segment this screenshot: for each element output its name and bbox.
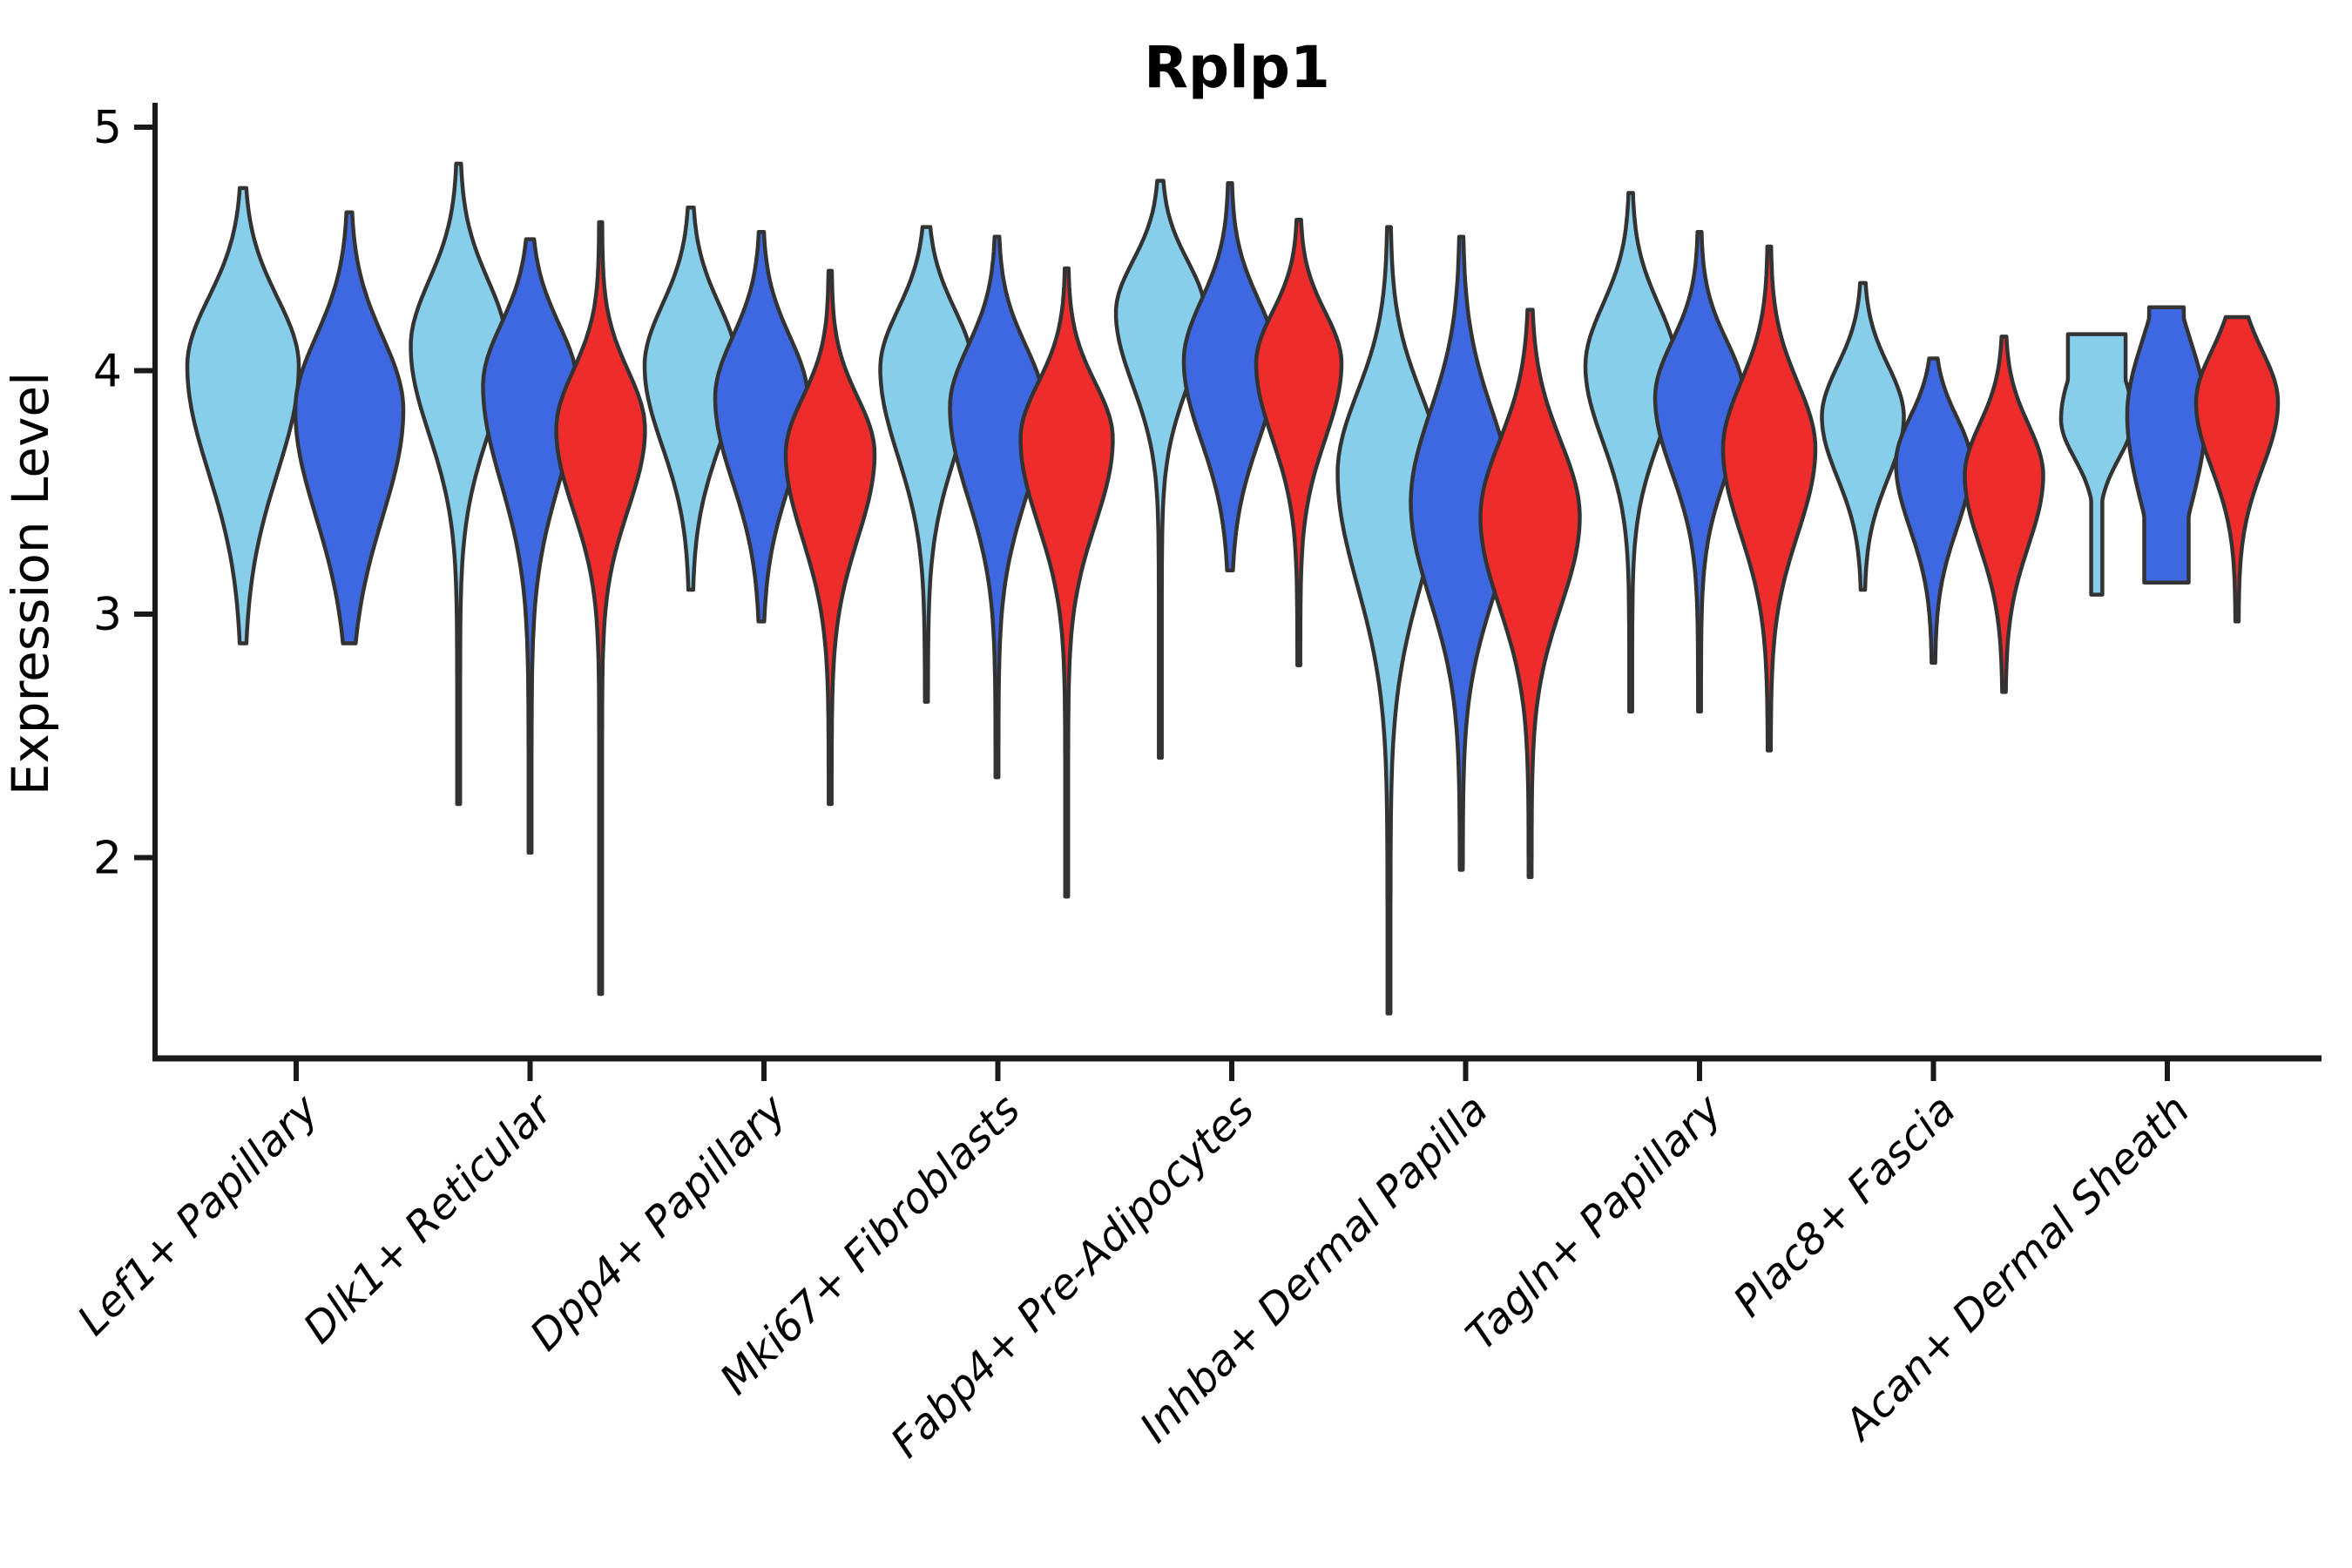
chart-title: Rplp1 bbox=[1144, 34, 1330, 101]
violin-plac8-fascia-light_blue bbox=[1820, 280, 1906, 592]
violin-dlk1-reticular-blue bbox=[481, 237, 579, 855]
violin-lef1-papillary-blue bbox=[293, 210, 406, 645]
violin-dlk1-reticular-light_blue bbox=[409, 161, 509, 807]
violin-fabp4-pre-adipocytes-light_blue bbox=[1113, 179, 1207, 760]
y-axis-label: Expression Level bbox=[1, 372, 60, 795]
violin-dpp4-papillary-red bbox=[783, 268, 877, 807]
x-tick-label: Lef1+ Papillary bbox=[68, 1085, 328, 1345]
violin-mki67-fibroblasts-red bbox=[1018, 266, 1115, 899]
violin-tagln-papillary-red bbox=[1720, 244, 1818, 753]
x-tick-label: Tagln+ Papillary bbox=[1456, 1085, 1732, 1360]
x-tick-label: Dpp4+ Papillary bbox=[521, 1085, 796, 1360]
y-tick-label: 4 bbox=[93, 346, 122, 398]
violin-plac8-fascia-red bbox=[1963, 335, 2045, 694]
violin-acan-dermal-sheath-red bbox=[2193, 314, 2281, 624]
x-tick-label: Plac8+ Fascia bbox=[1724, 1085, 1965, 1327]
violin-acan-dermal-sheath-light_blue bbox=[2058, 332, 2135, 597]
violin-mki67-fibroblasts-blue bbox=[948, 234, 1046, 780]
y-tick-label: 3 bbox=[93, 589, 122, 641]
y-tick-label: 2 bbox=[93, 833, 122, 885]
violin-tagln-papillary-light_blue bbox=[1583, 191, 1679, 714]
violin-inhba-dermal-papilla-light_blue bbox=[1335, 225, 1443, 1016]
y-tick-label: 5 bbox=[93, 102, 122, 154]
violin-dpp4-papillary-blue bbox=[713, 229, 810, 624]
violin-dlk1-reticular-red bbox=[554, 220, 647, 997]
violin-fabp4-pre-adipocytes-red bbox=[1254, 217, 1344, 667]
violin-acan-dermal-sheath-blue bbox=[2125, 305, 2208, 585]
violins-layer bbox=[185, 161, 2281, 1016]
violin-fabp4-pre-adipocytes-blue bbox=[1181, 181, 1279, 572]
violin-inhba-dermal-papilla-red bbox=[1478, 308, 1582, 880]
violin-plac8-fascia-blue bbox=[1894, 356, 1973, 666]
x-tick-label: Dlk1+ Reticular bbox=[294, 1084, 564, 1354]
violin-lef1-papillary-light_blue bbox=[185, 186, 301, 645]
